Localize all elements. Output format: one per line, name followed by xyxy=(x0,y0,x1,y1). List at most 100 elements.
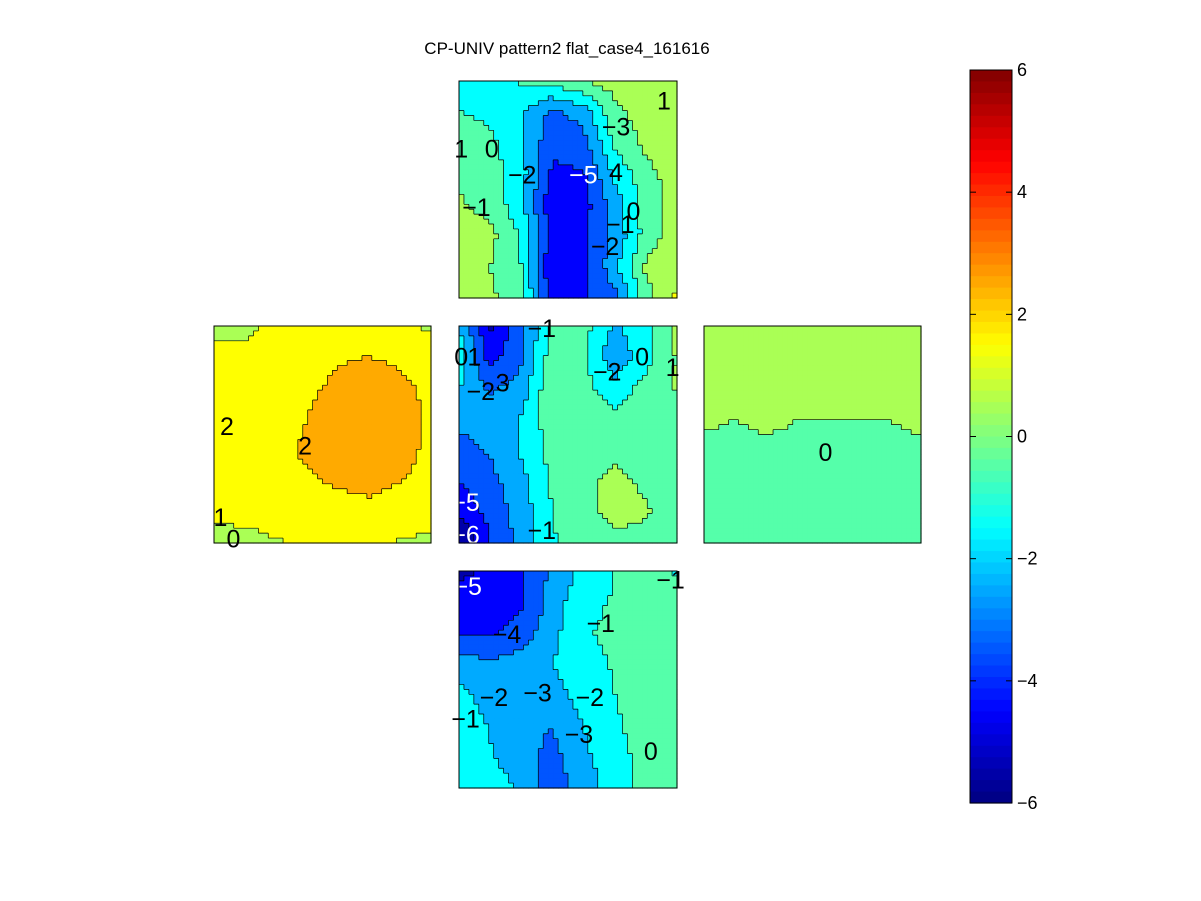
heatmap-cell xyxy=(278,345,284,352)
heatmap-cell xyxy=(483,404,490,411)
heatmap-cell xyxy=(337,355,343,362)
heatmap-cell xyxy=(391,409,398,416)
heatmap-cell xyxy=(518,159,524,166)
heatmap-cell xyxy=(268,355,274,362)
heatmap-cell xyxy=(587,404,594,411)
heatmap-cell xyxy=(238,414,245,421)
heatmap-cell xyxy=(498,253,505,260)
heatmap-cell xyxy=(577,214,584,220)
heatmap-cell xyxy=(592,283,599,289)
heatmap-cell xyxy=(463,125,470,131)
heatmap-cell xyxy=(637,258,643,265)
heatmap-cell xyxy=(297,439,304,445)
heatmap-cell xyxy=(263,478,269,485)
heatmap-cell xyxy=(637,204,643,210)
heatmap-cell xyxy=(468,444,475,450)
heatmap-cell xyxy=(357,434,363,441)
heatmap-cell xyxy=(366,464,373,470)
heatmap-cell xyxy=(426,444,432,450)
heatmap-cell xyxy=(292,478,299,485)
heatmap-cell xyxy=(617,100,624,107)
heatmap-cell xyxy=(396,528,403,534)
heatmap-cell xyxy=(312,518,319,524)
heatmap-cell xyxy=(468,258,475,265)
heatmap-cell xyxy=(553,85,559,92)
heatmap-cell xyxy=(657,135,663,141)
heatmap-cell xyxy=(533,135,539,141)
heatmap-cell xyxy=(523,283,529,289)
heatmap-cell xyxy=(582,145,589,151)
heatmap-cell xyxy=(483,199,490,205)
heatmap-cell xyxy=(543,288,549,294)
heatmap-cell xyxy=(322,459,329,465)
heatmap-cell xyxy=(538,350,544,357)
heatmap-cell xyxy=(568,224,574,230)
heatmap-cell xyxy=(508,380,515,386)
heatmap-cell xyxy=(622,360,629,367)
heatmap-cell xyxy=(396,355,403,362)
heatmap-cell xyxy=(302,380,309,386)
heatmap-cell xyxy=(228,380,235,386)
heatmap-cell xyxy=(657,179,663,186)
heatmap-cell xyxy=(647,253,653,260)
heatmap-cell xyxy=(302,365,309,371)
heatmap-cell xyxy=(327,528,333,534)
heatmap-cell xyxy=(292,414,299,421)
heatmap-cell xyxy=(592,238,599,245)
heatmap-cell xyxy=(498,404,505,411)
heatmap-cell xyxy=(553,404,559,411)
heatmap-cell xyxy=(322,528,329,534)
heatmap-cell xyxy=(498,228,505,235)
heatmap-cell xyxy=(672,424,678,431)
heatmap-cell xyxy=(248,360,255,367)
heatmap-cell xyxy=(647,243,653,250)
heatmap-cell xyxy=(518,273,524,279)
heatmap-cell xyxy=(563,125,569,131)
heatmap-cell xyxy=(587,360,594,367)
heatmap-cell xyxy=(218,399,225,406)
heatmap-cell xyxy=(597,125,604,131)
heatmap-cell xyxy=(667,375,673,381)
heatmap-cell xyxy=(248,414,255,421)
heatmap-cell xyxy=(263,444,269,450)
heatmap-cell xyxy=(582,345,589,352)
heatmap-cell xyxy=(278,385,284,391)
heatmap-cell xyxy=(468,159,475,166)
heatmap-cell xyxy=(667,233,673,240)
heatmap-cell xyxy=(597,263,604,270)
heatmap-cell xyxy=(602,209,609,215)
heatmap-cell xyxy=(493,199,500,205)
heatmap-cell xyxy=(672,95,678,102)
heatmap-cell xyxy=(582,174,589,181)
heatmap-cell xyxy=(558,145,564,151)
heatmap-cell xyxy=(292,429,299,436)
heatmap-cell xyxy=(553,330,559,337)
heatmap-cell xyxy=(563,169,569,176)
heatmap-cell xyxy=(357,459,363,465)
heatmap-cell xyxy=(386,513,393,519)
heatmap-cell xyxy=(523,243,529,250)
heatmap-cell xyxy=(587,228,594,235)
heatmap-cell xyxy=(572,194,579,200)
heatmap-cell xyxy=(401,335,407,342)
heatmap-cell xyxy=(582,179,589,186)
heatmap-cell xyxy=(307,335,314,342)
heatmap-cell xyxy=(627,154,633,161)
heatmap-cell xyxy=(361,345,368,352)
heatmap-cell xyxy=(577,135,584,141)
heatmap-cell xyxy=(543,154,549,161)
heatmap-cell xyxy=(652,345,658,352)
heatmap-cell xyxy=(347,439,353,445)
heatmap-cell xyxy=(498,145,505,151)
heatmap-cell xyxy=(243,483,250,490)
heatmap-cell xyxy=(672,444,678,450)
heatmap-cell xyxy=(278,449,284,455)
heatmap-cell xyxy=(342,404,348,411)
heatmap-cell xyxy=(607,335,614,342)
heatmap-cell xyxy=(498,365,505,371)
heatmap-cell xyxy=(478,81,485,87)
heatmap-cell xyxy=(587,248,594,255)
heatmap-cell xyxy=(411,528,417,534)
heatmap-cell xyxy=(317,395,324,401)
heatmap-cell xyxy=(637,125,643,131)
